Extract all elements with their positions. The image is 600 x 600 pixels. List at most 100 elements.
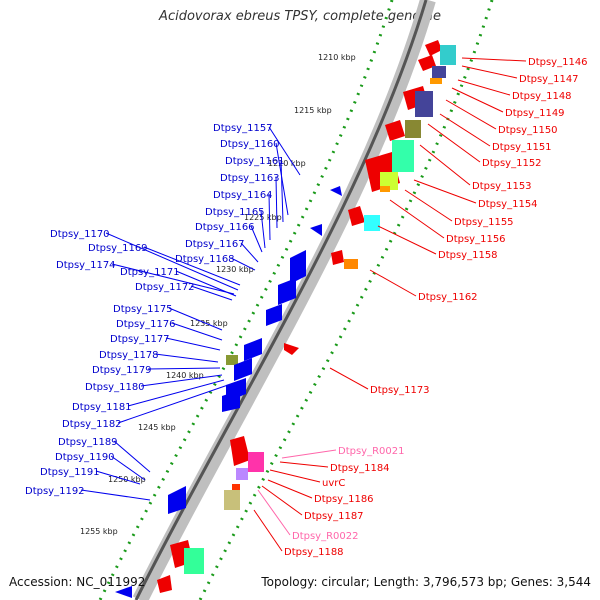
- gene-dtpsy-1186[interactable]: [232, 484, 240, 490]
- gene-dtpsy-1173[interactable]: [284, 343, 299, 355]
- left-gene-label[interactable]: Dtpsy_1192: [25, 486, 85, 497]
- right-gene-label[interactable]: Dtpsy_1158: [438, 250, 498, 261]
- right-gene-label[interactable]: Dtpsy_1156: [446, 234, 506, 245]
- right-gene-label[interactable]: Dtpsy_1187: [304, 511, 364, 522]
- left-gene-label[interactable]: Dtpsy_1169: [88, 243, 148, 254]
- gene-dtpsy-1181[interactable]: [222, 390, 240, 412]
- right-label-connectors: [253, 57, 527, 552]
- right-gene-label[interactable]: Dtpsy_1162: [418, 292, 478, 303]
- scale-label: 1210 kbp: [318, 53, 356, 62]
- left-gene-label[interactable]: Dtpsy_1164: [213, 190, 273, 201]
- gene-dtpsy-1151[interactable]: [415, 91, 433, 117]
- gene-dtpsy-1166[interactable]: [278, 278, 296, 305]
- left-connector: [147, 367, 221, 370]
- right-connector: [257, 489, 291, 536]
- gene-uvrc[interactable]: [236, 468, 248, 480]
- gene-dtpsy-1168[interactable]: [266, 304, 282, 326]
- gene-dtpsy-1160[interactable]: [310, 224, 322, 236]
- left-connector: [110, 455, 146, 481]
- gene-dtpsy-1188b[interactable]: [184, 548, 204, 574]
- gene-dtpsy-1155[interactable]: [348, 206, 365, 226]
- left-gene-label[interactable]: Dtpsy_1166: [195, 222, 255, 233]
- left-gene-label[interactable]: Dtpsy_1190: [55, 452, 115, 463]
- right-gene-label[interactable]: Dtpsy_1146: [528, 57, 588, 68]
- gene-dtpsy-1172[interactable]: [244, 338, 262, 361]
- right-connector: [281, 449, 337, 459]
- left-gene-label[interactable]: Dtpsy_1165: [205, 207, 265, 218]
- left-gene-label[interactable]: Dtpsy_1180: [85, 382, 145, 393]
- right-gene-label[interactable]: Dtpsy_R0021: [338, 446, 405, 457]
- left-gene-label[interactable]: Dtpsy_1178: [99, 350, 159, 361]
- left-gene-label[interactable]: Dtpsy_1181: [72, 402, 132, 413]
- gene-bottom-red[interactable]: [157, 575, 172, 593]
- left-gene-label[interactable]: Dtpsy_1160: [220, 139, 280, 150]
- left-gene-label[interactable]: Dtpsy_1161: [225, 156, 285, 167]
- gene-dtpsy-1148[interactable]: [440, 45, 456, 65]
- gene-dtpsy-1187[interactable]: [224, 490, 240, 510]
- right-gene-label[interactable]: Dtpsy_1148: [512, 91, 572, 102]
- reverse-genes: [115, 186, 342, 598]
- left-gene-label[interactable]: Dtpsy_1174: [56, 260, 116, 271]
- right-gene-label[interactable]: Dtpsy_1154: [478, 199, 538, 210]
- gene-dtpsy-1176[interactable]: [234, 358, 252, 381]
- right-connector: [439, 113, 491, 147]
- right-connector: [329, 367, 369, 390]
- left-gene-label[interactable]: Dtpsy_1176: [116, 319, 176, 330]
- left-gene-label[interactable]: Dtpsy_1179: [92, 365, 152, 376]
- right-connector: [369, 269, 417, 297]
- right-gene-label[interactable]: Dtpsy_1173: [370, 385, 430, 396]
- scale-label: 1245 kbp: [138, 423, 176, 432]
- gene-left-olive[interactable]: [226, 355, 238, 365]
- right-gene-label[interactable]: Dtpsy_R0022: [292, 531, 359, 542]
- right-gene-label[interactable]: Dtpsy_1188: [284, 547, 344, 558]
- left-connector: [240, 242, 259, 263]
- right-gene-label[interactable]: Dtpsy_1151: [492, 142, 552, 153]
- gene-dtpsy-1156b[interactable]: [380, 186, 390, 192]
- gene-dtpsy-1150[interactable]: [432, 66, 446, 78]
- right-connector: [279, 461, 329, 468]
- gene-dtpsy-1156[interactable]: [380, 172, 398, 190]
- right-gene-label[interactable]: Dtpsy_1153: [472, 181, 532, 192]
- left-gene-label[interactable]: Dtpsy_1157: [213, 123, 273, 134]
- left-gene-label[interactable]: Dtpsy_1182: [62, 419, 122, 430]
- gene-bottom-blue[interactable]: [115, 586, 132, 598]
- left-gene-label[interactable]: Dtpsy_1171: [120, 267, 180, 278]
- right-gene-label[interactable]: Dtpsy_1186: [314, 494, 374, 505]
- right-gene-label[interactable]: Dtpsy_1149: [505, 108, 565, 119]
- gene-dtpsy-1190[interactable]: [168, 486, 186, 514]
- left-gene-label[interactable]: Dtpsy_1168: [175, 254, 235, 265]
- left-gene-label[interactable]: Dtpsy_1191: [40, 467, 100, 478]
- left-connector: [165, 337, 221, 351]
- left-gene-label[interactable]: Dtpsy_1167: [185, 239, 245, 250]
- gene-dtpsy-1152[interactable]: [385, 120, 405, 141]
- gene-dtpsy-1147[interactable]: [418, 55, 436, 71]
- gene-dtpsy-1154[interactable]: [392, 140, 414, 172]
- right-connector: [389, 199, 445, 239]
- left-gene-label[interactable]: Dtpsy_1170: [50, 229, 110, 240]
- right-connector: [404, 189, 453, 222]
- left-gene-label[interactable]: Dtpsy_1172: [135, 282, 195, 293]
- gene-dtpsy-1151b[interactable]: [405, 120, 421, 138]
- gene-dtpsy-1162b[interactable]: [344, 259, 358, 269]
- gene-dtpsy-1150b[interactable]: [430, 78, 442, 84]
- gene-dtpsy-1184[interactable]: [230, 436, 250, 466]
- gene-dtpsy-1146[interactable]: [425, 40, 442, 56]
- right-gene-label[interactable]: Dtpsy_1155: [454, 217, 514, 228]
- gene-dtpsy-r0021[interactable]: [248, 452, 264, 472]
- right-connector: [253, 509, 283, 552]
- gene-dtpsy-1157[interactable]: [330, 186, 342, 196]
- left-gene-label[interactable]: Dtpsy_1163: [220, 173, 280, 184]
- right-gene-label[interactable]: Dtpsy_1147: [519, 74, 579, 85]
- left-gene-label[interactable]: Dtpsy_1175: [113, 304, 173, 315]
- left-gene-label[interactable]: Dtpsy_1189: [58, 437, 118, 448]
- left-connector: [111, 263, 235, 295]
- gene-dtpsy-1163[interactable]: [290, 250, 306, 284]
- left-gene-label[interactable]: Dtpsy_1177: [110, 334, 170, 345]
- right-gene-label[interactable]: Dtpsy_1150: [498, 125, 558, 136]
- gene-dtpsy-1158[interactable]: [364, 215, 380, 231]
- right-gene-label[interactable]: Dtpsy_1152: [482, 158, 542, 169]
- right-gene-label[interactable]: Dtpsy_1184: [330, 463, 390, 474]
- gene-dtpsy-1162[interactable]: [331, 250, 344, 265]
- right-connector: [269, 469, 321, 483]
- right-gene-label[interactable]: uvrC: [322, 478, 345, 489]
